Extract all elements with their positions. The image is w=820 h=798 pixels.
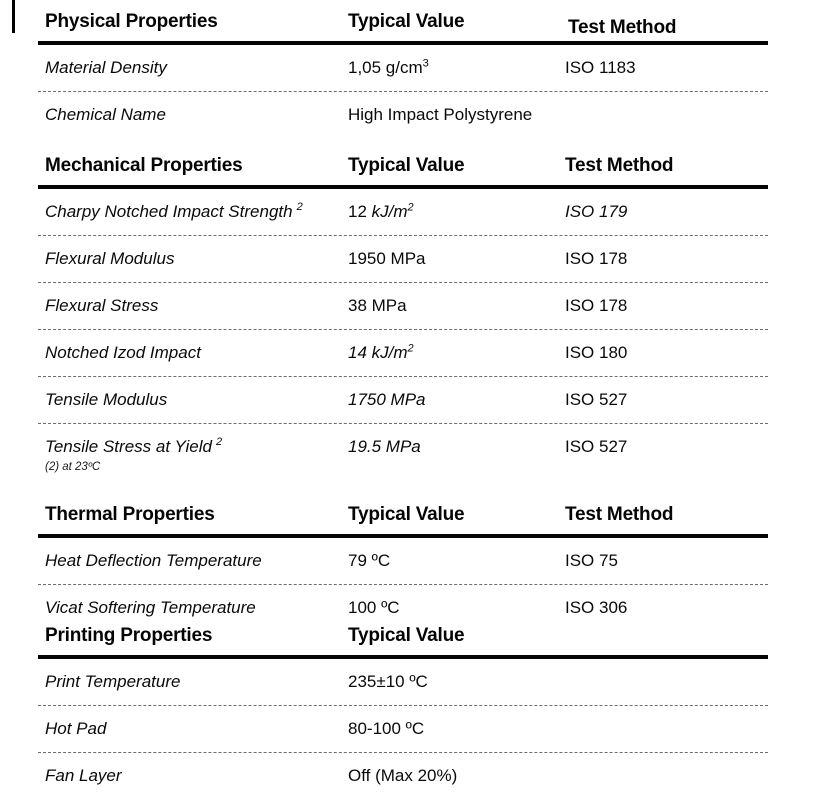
column-header-typical-value: Typical Value [348,155,465,176]
section-header-row: Thermal Properties Typical Value Test Me… [38,503,768,538]
section-title: Physical Properties [45,11,218,32]
method-cell: ISO 178 [565,296,628,315]
table-row-flexural-stress: Flexural Stress 38 MPa ISO 178 [38,283,768,330]
column-header-test-method: Test Method [565,504,674,525]
method-cell: ISO 178 [565,249,628,268]
property-cell: Charpy Notched Impact Strength 2 [45,201,348,235]
section-header-row: Mechanical Properties Typical Value Test… [38,154,768,189]
table-row-tensile-modulus: Tensile Modulus 1750 MPa ISO 527 [38,377,768,424]
property-cell: Flexural Stress [45,296,159,315]
value-cell: 1750 MPa [348,390,426,409]
section-printing-properties: Printing Properties Typical Value Print … [38,624,768,798]
value-cell: 38 MPa [348,296,407,315]
method-cell [565,765,768,798]
column-header-test-method: Test Method [565,155,674,176]
value-cell: Off (Max 20%) [348,766,458,785]
table-row-vicat-softering-temperature: Vicat Softering Temperature 100 ºC ISO 3… [38,585,768,632]
value-cell: 14 kJ/m2 [348,342,565,376]
table-row-hot-pad: Hot Pad 80-100 ºC [38,706,768,753]
property-cell: Flexural Modulus [45,249,175,268]
value-cell: 1,05 g/cm3 [348,57,565,91]
property-text: Tensile Stress at Yield [45,437,212,456]
table-row-tensile-stress-at-yield: Tensile Stress at Yield 2 19.5 MPa ISO 52… [38,424,768,457]
table-row-charpy-notched-impact-strength: Charpy Notched Impact Strength 2 12 kJ/m2… [38,189,768,236]
section-header-row: Physical Properties Typical Value Test M… [38,10,768,45]
method-cell: ISO 527 [565,437,628,456]
section-thermal-properties: Thermal Properties Typical Value Test Me… [38,503,768,632]
column-header-typical-value: Typical Value [348,11,465,32]
property-cell: Tensile Modulus [45,390,168,409]
table-row-fan-layer: Fan Layer Off (Max 20%) [38,753,768,798]
method-cell: ISO 180 [565,343,628,362]
table-row-chemical-name: Chemical Name High Impact Polystyrene [38,92,768,139]
property-cell: Hot Pad [45,719,107,738]
page-edge-line [12,0,15,33]
method-cell: ISO 1183 [565,58,636,77]
value-cell: 80-100 ºC [348,719,425,738]
column-header-typical-value: Typical Value [348,504,465,525]
property-cell: Notched Izod Impact [45,343,201,362]
property-cell: Tensile Stress at Yield 2 [45,436,348,457]
property-superscript: 2 [296,201,303,214]
method-cell: ISO 306 [565,598,628,617]
section-header-row: Printing Properties Typical Value [38,624,768,659]
section-mechanical-properties: Mechanical Properties Typical Value Test… [38,154,768,473]
value-cell: 19.5 MPa [348,437,421,456]
value-superscript: 2 [407,342,414,355]
method-cell: ISO 179 [565,202,628,221]
section-physical-properties: Physical Properties Typical Value Test M… [38,10,768,139]
value-text: 14 kJ/m [348,343,408,362]
value-number: 12 [348,202,372,221]
value-cell: 12 kJ/m2 [348,201,565,235]
value-cell: High Impact Polystyrene [348,105,533,124]
column-header-spacer [565,624,768,648]
value-superscript: 3 [422,57,429,70]
section-title: Printing Properties [45,625,213,646]
property-cell: Chemical Name [45,105,166,124]
value-cell: 100 ºC [348,598,400,617]
value-superscript: 2 [407,201,414,214]
value-text: 1,05 g/cm [348,58,423,77]
column-header-typical-value: Typical Value [348,625,465,646]
property-cell: Print Temperature [45,672,181,691]
table-row-notched-izod-impact: Notched Izod Impact 14 kJ/m2 ISO 180 [38,330,768,377]
property-cell: Material Density [45,58,167,77]
section-title: Thermal Properties [45,504,215,525]
value-cell: 1950 MPa [348,249,426,268]
table-row-flexural-modulus: Flexural Modulus 1950 MPa ISO 178 [38,236,768,283]
property-superscript: 2 [215,436,223,449]
method-cell: ISO 527 [565,390,628,409]
value-cell: 235±10 ºC [348,672,428,691]
table-row-material-density: Material Density 1,05 g/cm3 ISO 1183 [38,45,768,92]
table-row-print-temperature: Print Temperature 235±10 ºC [38,659,768,706]
method-cell [565,104,768,139]
footnote: (2) at 23ºC [45,461,101,473]
value-unit: kJ/m [371,202,408,221]
method-cell: ISO 75 [565,551,618,570]
property-text: Charpy Notched Impact Strength [45,202,293,221]
section-title: Mechanical Properties [45,155,243,176]
property-cell: Vicat Softering Temperature [45,598,256,617]
property-cell: Fan Layer [45,766,122,785]
column-header-test-method: Test Method [568,17,677,38]
value-cell: 79 ºC [348,551,391,570]
method-cell [565,671,768,705]
method-cell [565,718,768,752]
table-row-heat-deflection-temperature: Heat Deflection Temperature 79 ºC ISO 75 [38,538,768,585]
property-cell: Heat Deflection Temperature [45,551,262,570]
